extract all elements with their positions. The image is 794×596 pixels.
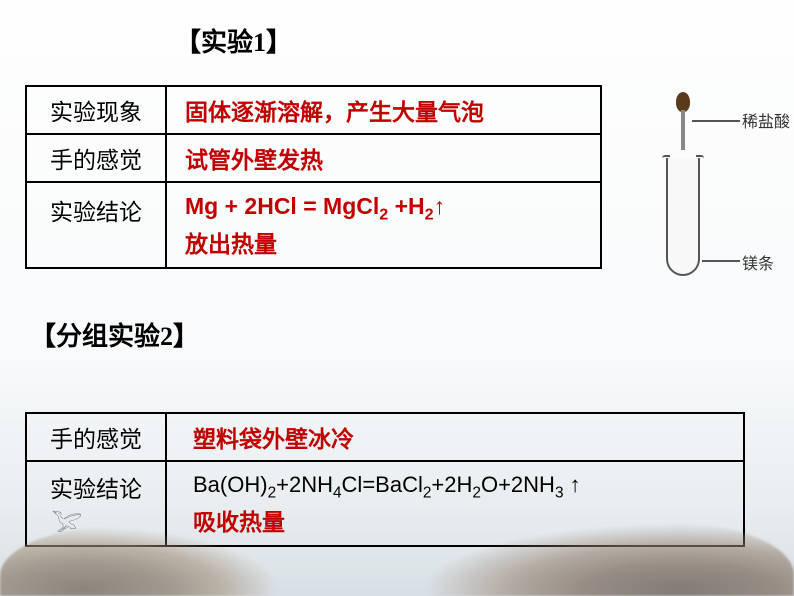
background-decoration: 𓅯 <box>0 516 794 596</box>
bird-decoration-icon: 𓅯 <box>51 505 82 538</box>
diagram-label-acid: 稀盐酸 <box>742 108 790 132</box>
row-value-feeling2: 塑料袋外壁冰冷 <box>166 413 744 461</box>
table-row: 手的感觉 试管外壁发热 <box>26 134 601 182</box>
leader-line-icon <box>702 260 740 262</box>
table-row: 实验现象 固体逐渐溶解，产生大量气泡 <box>26 86 601 134</box>
row-value-conclusion: Mg + 2HCl = MgCl2 +H2↑ 放出热量 <box>166 182 601 268</box>
row-label-conclusion: 实验结论 <box>26 182 166 268</box>
row-value-feeling: 试管外壁发热 <box>166 134 601 182</box>
experiment1-title: 【实验1】 <box>175 22 292 59</box>
test-tube-icon <box>666 158 700 276</box>
equation-2: Ba(OH)2+2NH4Cl=BaCl2+2H2O+2NH3 ↑ <box>193 468 731 505</box>
diagram-label-mg: 镁条 <box>742 250 774 274</box>
test-tube-diagram: 稀盐酸 镁条 <box>624 90 794 300</box>
table-row: 手的感觉 塑料袋外壁冰冷 <box>26 413 744 461</box>
experiment1-table: 实验现象 固体逐渐溶解，产生大量气泡 手的感觉 试管外壁发热 实验结论 Mg +… <box>25 85 602 269</box>
table-row: 实验结论 Mg + 2HCl = MgCl2 +H2↑ 放出热量 <box>26 182 601 268</box>
row-label-phenomenon: 实验现象 <box>26 86 166 134</box>
dropper-tube-icon <box>681 110 685 150</box>
dropper-bulb-icon <box>676 92 690 112</box>
row-value-phenomenon: 固体逐渐溶解，产生大量气泡 <box>166 86 601 134</box>
rock-decoration-icon <box>0 526 280 596</box>
conclusion-note-1: 放出热量 <box>185 227 588 262</box>
row-label-feeling2: 手的感觉 <box>26 413 166 461</box>
leader-line-icon <box>692 120 740 122</box>
equation-1: Mg + 2HCl = MgCl2 +H2↑ <box>185 189 588 227</box>
experiment2-title: 【分组实验2】 <box>30 316 199 353</box>
rock-decoration-icon <box>414 521 794 596</box>
row-label-feeling: 手的感觉 <box>26 134 166 182</box>
